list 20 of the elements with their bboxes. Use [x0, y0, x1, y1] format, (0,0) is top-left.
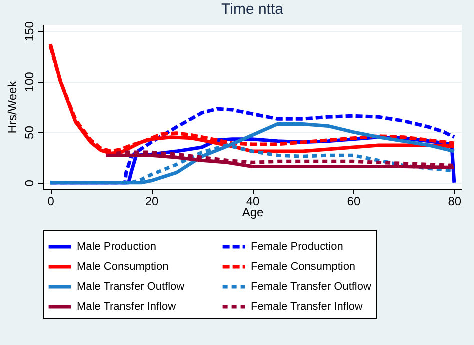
- chart-title: Time ntta: [222, 1, 284, 18]
- x-tick-label: 60: [347, 194, 361, 208]
- legend-label: Male Transfer Inflow: [77, 301, 176, 313]
- y-tick-label: 100: [22, 72, 36, 92]
- x-tick-label: 40: [246, 194, 260, 208]
- x-tick-label: 20: [145, 194, 160, 208]
- y-tick-label: 150: [22, 21, 36, 42]
- y-tick-label: 0: [22, 180, 36, 187]
- legend-label: Male Production: [77, 241, 156, 253]
- legend-label: Male Transfer Outflow: [77, 281, 185, 293]
- legend-label: Female Production: [251, 241, 344, 253]
- legend-label: Female Consumption: [251, 261, 356, 273]
- x-tick-label: 0: [48, 194, 55, 208]
- legend-label: Female Transfer Outflow: [251, 281, 372, 293]
- x-axis-title: Age: [242, 206, 264, 220]
- x-tick-label: 80: [448, 194, 462, 208]
- y-axis-title: Hrs/Week: [6, 80, 20, 134]
- legend-label: Male Consumption: [77, 261, 169, 273]
- y-tick-label: 50: [22, 126, 36, 140]
- legend-label: Female Transfer Inflow: [251, 301, 363, 313]
